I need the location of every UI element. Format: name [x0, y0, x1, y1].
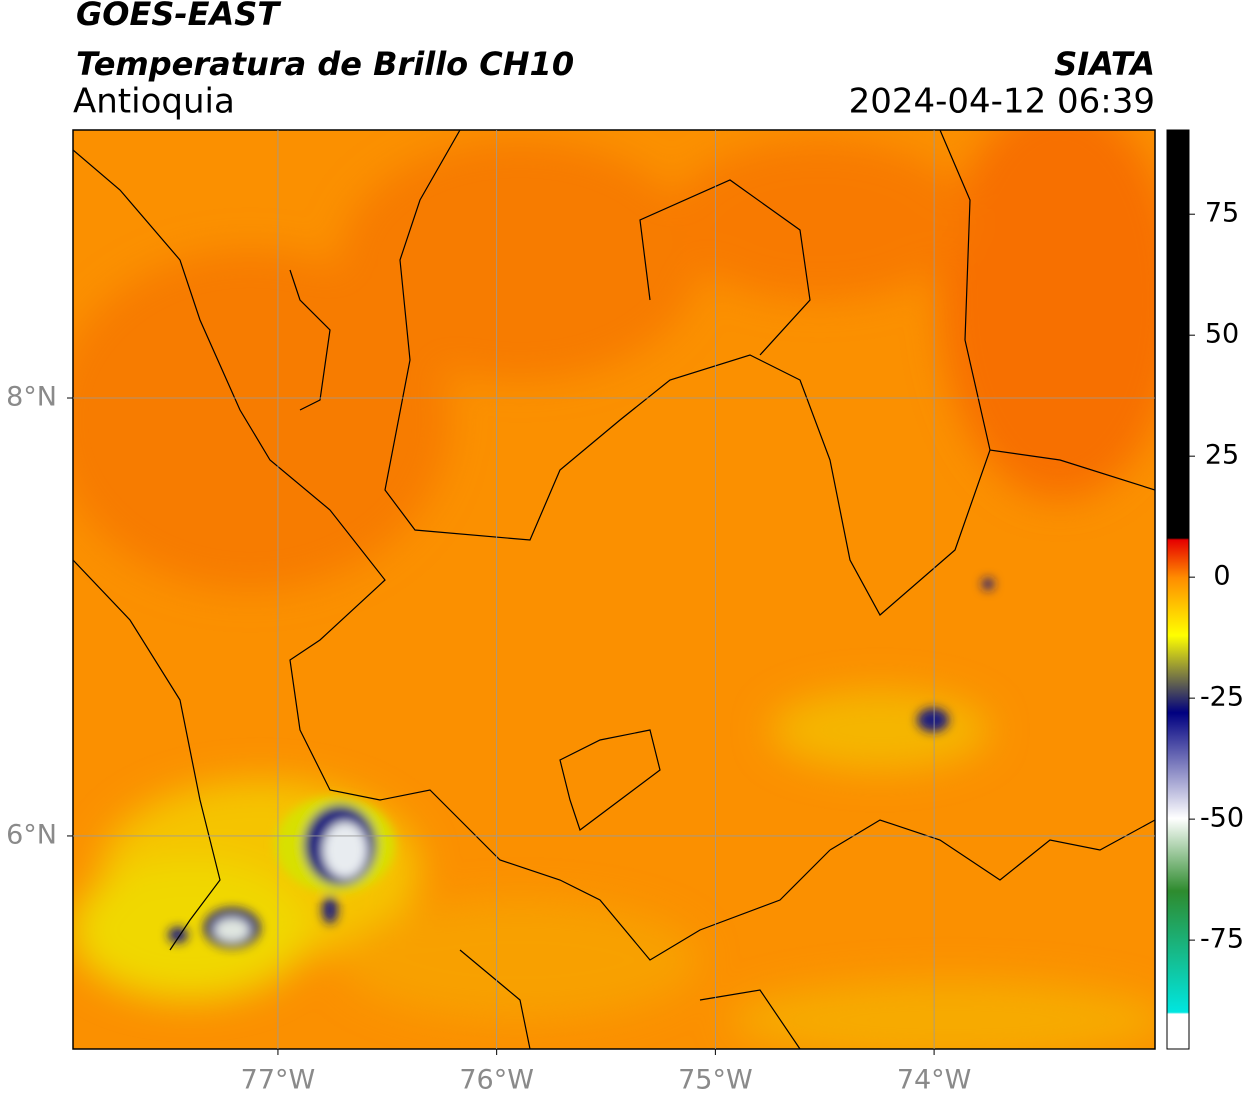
y-tick-label: 8°N: [6, 382, 57, 413]
colorbar-tick-label: -75: [1200, 924, 1244, 955]
colorbar-tick-label: 0: [1213, 561, 1230, 592]
source: SIATA: [1054, 45, 1155, 83]
y-tick-label: 6°N: [6, 819, 57, 850]
region: Antioquia: [73, 82, 235, 122]
map-frame: [72, 129, 1156, 1050]
x-tick-label: 75°W: [678, 1065, 753, 1096]
x-tick-label: 77°W: [241, 1065, 316, 1096]
colorbar-tick-label: -50: [1200, 803, 1244, 834]
map-image: [73, 130, 1155, 1049]
title: GOES-EAST: [76, 0, 281, 33]
x-tick-label: 76°W: [459, 1065, 534, 1096]
x-tick-label: 74°W: [897, 1065, 972, 1096]
subtitle: Temperatura de Brillo CH10: [76, 45, 574, 83]
timestamp: 2024-04-12 06:39: [849, 82, 1155, 122]
colorbar: [1166, 129, 1190, 1050]
colorbar-tick-label: -25: [1200, 682, 1244, 713]
colorbar-tick-label: 25: [1205, 440, 1239, 471]
colorbar-tick-label: 75: [1205, 198, 1239, 229]
colorbar-tick-label: 50: [1205, 319, 1239, 350]
